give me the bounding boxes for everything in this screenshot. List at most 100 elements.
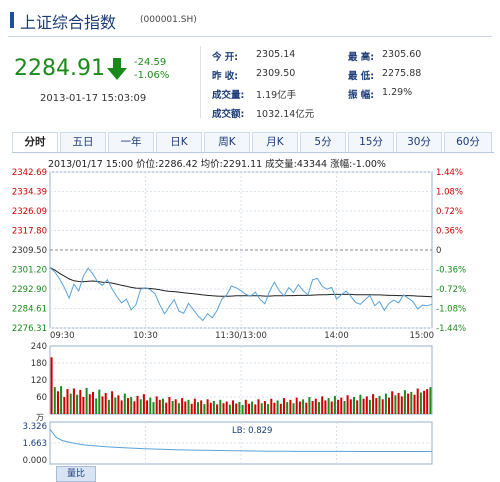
tab-one-year[interactable]: 一年	[108, 132, 154, 152]
volume-bar	[238, 402, 241, 414]
tab-monthly-k[interactable]: 月K	[252, 132, 298, 152]
price-grid	[50, 171, 432, 329]
high-value: 2305.60	[382, 49, 422, 60]
time-tick-label: 15:00	[410, 331, 435, 341]
stock-code: (000001.SH)	[140, 15, 197, 25]
time-axis-ticks: 09:30 10:30 11:30/13:00 14:00 15:00	[50, 331, 434, 341]
volume-bar	[127, 398, 129, 414]
volume-bar	[72, 388, 75, 414]
change-percent: -1.06%	[134, 70, 170, 81]
tab-daily-k[interactable]: 日K	[156, 132, 202, 152]
price-tick-label: 2342.69	[12, 168, 47, 178]
tab-intraday[interactable]: 分时	[12, 132, 58, 152]
price-tick-label: 2301.20	[12, 266, 47, 276]
volume-bar	[289, 399, 292, 414]
price-right-ticks: 1.44% 1.08% 0.72% 0.36% 0 -0.36% -0.72% -1.08% -…	[436, 168, 466, 334]
percent-tick-label: 0	[436, 246, 441, 256]
volume-bar	[254, 404, 257, 414]
volume-bar	[142, 394, 145, 414]
volume-bar	[155, 396, 158, 414]
volume-bar	[298, 401, 301, 414]
ratio-grid	[50, 422, 432, 464]
volume-bar	[63, 397, 66, 414]
tab-weekly-k[interactable]: 周K	[204, 132, 250, 152]
prev-close-label: 昨 收:	[212, 71, 239, 82]
price-line	[49, 267, 433, 322]
volume-tick-label: 60	[36, 393, 47, 403]
volume-bar	[378, 395, 381, 414]
tab-30min[interactable]: 30分	[396, 132, 442, 152]
amplitude-value: 1.29%	[382, 87, 413, 98]
volume-bar	[184, 401, 187, 414]
volume-bar	[158, 399, 161, 414]
volume-bar	[123, 393, 126, 414]
volume-bar	[337, 399, 340, 414]
tab-60min[interactable]: 60分	[444, 132, 492, 152]
volume-tick-label: 120	[31, 376, 47, 386]
volume-bar	[311, 401, 314, 414]
intraday-chart[interactable]: 2342.69 2334.39 2326.09 2317.80 2309.50 2301.…	[0, 166, 500, 478]
volume-bar	[76, 394, 79, 414]
volume-bar	[400, 396, 403, 414]
volume-bar	[162, 398, 164, 414]
volume-bar	[292, 403, 295, 414]
tab-five-day[interactable]: 五日	[60, 132, 106, 152]
quote-datetime: 2013-01-17 15:03:09	[40, 93, 147, 104]
volume-bar	[318, 402, 320, 414]
tab-5min[interactable]: 5分	[300, 132, 346, 152]
volume-bar	[251, 401, 254, 414]
volume-bar	[241, 404, 244, 414]
volume-bar	[117, 395, 120, 414]
volume-bar	[295, 397, 298, 414]
price-tick-label: 2326.09	[12, 207, 47, 217]
price-tick-label: 2309.50	[12, 246, 47, 256]
volume-bar	[263, 401, 266, 414]
volume-bar	[426, 389, 429, 414]
low-label: 最 低:	[348, 71, 375, 82]
volume-bar	[107, 399, 110, 414]
volume-bar	[423, 390, 426, 414]
current-price: 2284.91	[14, 56, 105, 81]
volume-bar	[101, 396, 104, 414]
volume-bar	[314, 398, 317, 414]
tab-15min[interactable]: 15分	[348, 132, 394, 152]
volume-bar	[353, 397, 355, 414]
ratio-axis-ticks: 3.326 1.663 0.000	[23, 422, 47, 466]
volume-bar	[248, 403, 250, 414]
volume-bar	[133, 401, 136, 415]
volume-bar	[270, 398, 273, 414]
volume-bar	[343, 401, 346, 414]
volume-bar	[60, 386, 63, 414]
volume-bar	[206, 399, 209, 414]
volume-bar	[305, 402, 308, 414]
volume-bar	[375, 398, 378, 414]
volume-bar	[197, 402, 199, 414]
amplitude-label: 振 幅:	[348, 90, 375, 101]
volume-bar	[111, 391, 114, 414]
title-divider	[8, 36, 492, 37]
volume-bar	[66, 389, 69, 414]
volume-bar	[394, 395, 397, 414]
time-tick-label: 11:30/13:00	[215, 331, 267, 341]
volume-bar	[222, 403, 225, 414]
volume-bar	[146, 400, 149, 414]
amount-value: 1032.14亿元	[256, 109, 315, 120]
volume-bar	[260, 403, 263, 414]
price-tick-label: 2317.80	[12, 227, 47, 237]
high-label: 最 高:	[348, 52, 375, 63]
volume-bar	[410, 391, 413, 414]
volume-bar	[136, 395, 139, 414]
volume-bar	[346, 395, 349, 414]
open-label: 今 开:	[212, 52, 239, 63]
volume-bar	[419, 392, 422, 414]
volume-bar	[330, 401, 333, 414]
price-tick-label: 2334.39	[12, 188, 47, 198]
volume-bar	[165, 402, 168, 414]
prev-close-value: 2309.50	[256, 68, 296, 79]
volume-bar	[177, 403, 180, 414]
percent-tick-label: 1.08%	[436, 188, 463, 198]
volume-bar	[114, 397, 117, 414]
volume-bar	[267, 404, 270, 414]
volume-bar	[79, 389, 82, 414]
price-tick-label: 2292.90	[12, 285, 47, 295]
